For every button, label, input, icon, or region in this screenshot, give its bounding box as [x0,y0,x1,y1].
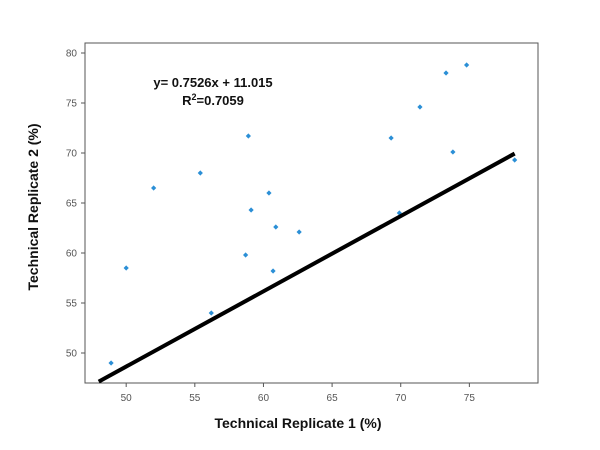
data-point [443,70,449,76]
data-point [464,62,470,68]
data-point [417,104,423,110]
trend-line [97,151,516,384]
x-tick-label: 70 [395,393,407,404]
data-point [388,135,394,141]
y-tick-label: 65 [66,199,78,210]
x-tick-label: 55 [189,393,201,404]
x-tick-label: 75 [464,393,476,404]
data-point [450,149,456,155]
data-point [123,265,129,271]
data-point [273,224,279,230]
y-tick-label: 55 [66,299,78,310]
r-squared-label: R2=0.7059 [182,92,244,108]
y-tick-label: 60 [66,249,78,260]
x-tick-label: 60 [258,393,270,404]
y-axis-ticks: 50 55 60 65 70 75 80 [66,49,85,360]
x-tick-label: 65 [327,393,339,404]
data-point [245,133,251,139]
data-point [243,252,249,258]
x-axis-ticks: 50 55 60 65 70 75 [121,383,476,404]
plot-frame [84,42,539,384]
y-tick-label: 70 [66,149,78,160]
x-tick-label: 50 [121,393,133,404]
y-tick-label: 50 [66,349,78,360]
y-tick-label: 75 [66,99,78,110]
y-tick-label: 80 [66,49,78,60]
data-point [266,190,272,196]
x-axis-title: Technical Replicate 1 (%) [214,415,381,431]
data-point [512,157,518,163]
data-points [108,62,518,366]
data-point [151,185,157,191]
data-point [108,360,114,366]
data-point [270,268,276,274]
data-point [248,207,254,213]
data-point [296,229,302,235]
data-point [208,310,214,316]
y-axis-title: Technical Replicate 2 (%) [25,123,41,290]
equation-label: y= 0.7526x + 11.015 [153,75,272,90]
data-point [197,170,203,176]
